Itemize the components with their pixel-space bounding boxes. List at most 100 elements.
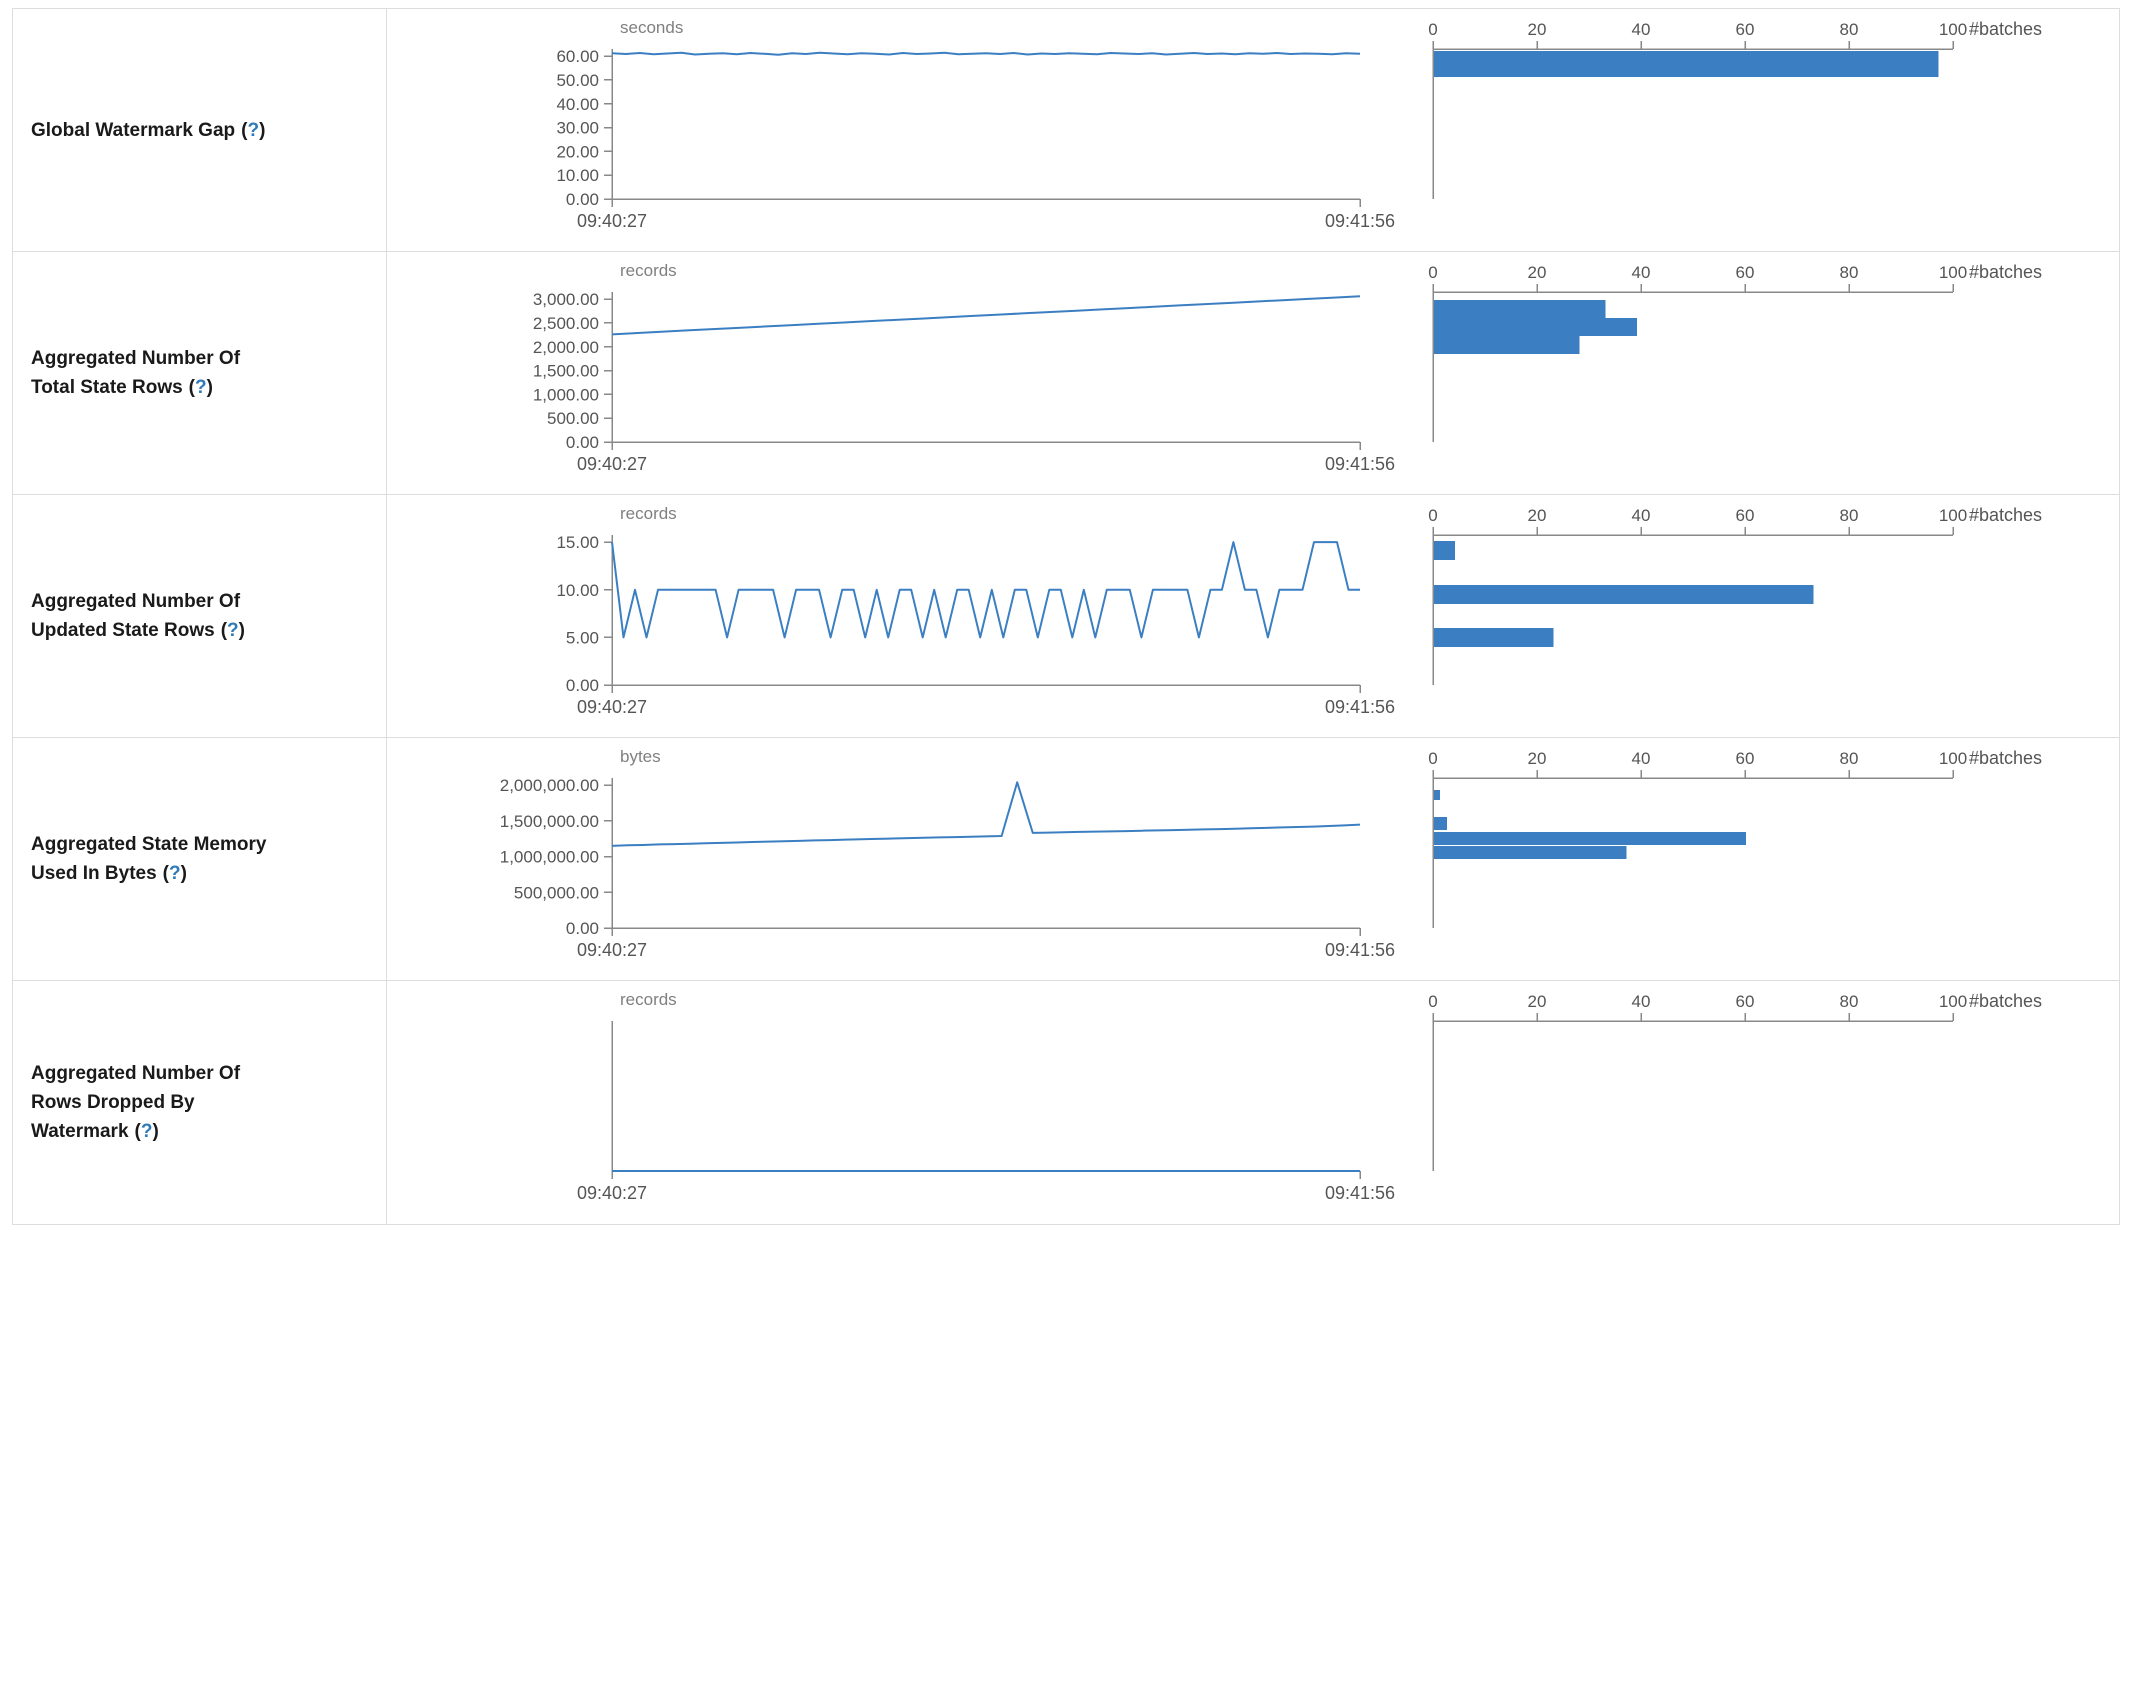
svg-text:09:40:27: 09:40:27 — [577, 454, 647, 474]
question-mark-icon: ? — [195, 377, 207, 398]
help-tooltip-link[interactable]: (?) — [134, 1121, 159, 1142]
metric-label-text: Aggregated State Memory Used In Bytes — [31, 834, 267, 884]
svg-text:80: 80 — [1840, 263, 1859, 282]
svg-text:0: 0 — [1428, 992, 1437, 1011]
svg-text:2,000.00: 2,000.00 — [533, 338, 599, 357]
question-mark-icon: ? — [168, 863, 181, 884]
svg-text:60.00: 60.00 — [556, 47, 599, 66]
svg-text:#batches: #batches — [1969, 262, 2042, 282]
svg-text:100: 100 — [1939, 263, 1967, 282]
help-tooltip-link[interactable]: (?) — [162, 863, 187, 884]
svg-text:0: 0 — [1428, 20, 1437, 39]
svg-text:09:41:56: 09:41:56 — [1325, 211, 1395, 231]
charts-cell: bytes 2,000,000.00 1,500,000.00 1,000,000.0… — [387, 738, 2119, 980]
svg-text:1,500,000.00: 1,500,000.00 — [500, 812, 599, 831]
svg-text:0.00: 0.00 — [566, 190, 599, 209]
histogram-chart: 0 20 40 60 80 100 #batches — [1428, 991, 2042, 1171]
metric-label-text: Aggregated Number Of Updated State Rows — [31, 591, 241, 641]
question-mark-icon: ? — [247, 119, 260, 141]
svg-text:#batches: #batches — [1969, 991, 2042, 1011]
timeline-chart: seconds 60.00 50.00 40.00 30.00 20.00 10.00 0.0… — [556, 18, 1395, 231]
svg-text:09:41:56: 09:41:56 — [1325, 1183, 1395, 1203]
svg-text:500,000.00: 500,000.00 — [514, 883, 599, 902]
metrics-table: Global Watermark Gap (?) seconds 60.00 50.0… — [12, 8, 2120, 1225]
svg-text:50.00: 50.00 — [556, 71, 599, 90]
timeline-chart: records 09:40:27 09:41:56 — [577, 990, 1395, 1203]
svg-text:20: 20 — [1528, 263, 1547, 282]
svg-text:60: 60 — [1736, 749, 1755, 768]
metric-label-text: Global Watermark Gap — [31, 119, 236, 141]
svg-text:40: 40 — [1632, 263, 1651, 282]
svg-text:09:40:27: 09:40:27 — [577, 211, 647, 231]
svg-text:40: 40 — [1632, 20, 1651, 39]
svg-text:100: 100 — [1939, 20, 1967, 39]
metric-label-text: Aggregated Number Of Rows Dropped By Wat… — [31, 1063, 241, 1142]
svg-text:1,000,000.00: 1,000,000.00 — [500, 848, 599, 867]
svg-text:80: 80 — [1840, 20, 1859, 39]
help-tooltip-link[interactable]: (?) — [241, 119, 266, 141]
svg-text:5.00: 5.00 — [566, 628, 599, 647]
svg-text:09:40:27: 09:40:27 — [577, 697, 647, 717]
metric-row-global-watermark-gap: Global Watermark Gap (?) seconds 60.00 50.0… — [13, 9, 2119, 252]
svg-text:40: 40 — [1632, 749, 1651, 768]
svg-text:60: 60 — [1736, 506, 1755, 525]
svg-text:40: 40 — [1632, 992, 1651, 1011]
svg-text:0.00: 0.00 — [566, 676, 599, 695]
svg-text:100: 100 — [1939, 749, 1967, 768]
svg-text:2,000,000.00: 2,000,000.00 — [500, 776, 599, 795]
metric-label-cell: Aggregated Number Of Rows Dropped By Wat… — [13, 981, 387, 1224]
svg-text:30.00: 30.00 — [556, 119, 599, 138]
help-tooltip-link[interactable]: (?) — [188, 377, 213, 398]
svg-text:09:41:56: 09:41:56 — [1325, 454, 1395, 474]
timeline-chart: records 15.00 10.00 5.00 0.00 09:40:27 09:41:5… — [556, 504, 1395, 717]
svg-text:#batches: #batches — [1969, 748, 2042, 768]
help-tooltip-link[interactable]: (?) — [220, 620, 245, 641]
svg-text:records: records — [620, 990, 677, 1009]
histogram-chart: 0 20 40 60 80 100 #batches — [1428, 505, 2042, 685]
svg-text:10.00: 10.00 — [556, 166, 599, 185]
svg-text:80: 80 — [1840, 992, 1859, 1011]
charts-cell: records 3,000.00 2,500.00 2,000.00 1,500.00 1… — [387, 252, 2119, 494]
metric-label-cell: Aggregated Number Of Total State Rows (?) — [13, 252, 387, 494]
svg-text:20: 20 — [1528, 992, 1547, 1011]
svg-text:0.00: 0.00 — [566, 919, 599, 938]
svg-text:3,000.00: 3,000.00 — [533, 290, 599, 309]
histogram-chart: 0 20 40 60 80 100 #batches — [1428, 19, 2042, 199]
svg-text:20: 20 — [1528, 20, 1547, 39]
svg-text:seconds: seconds — [620, 18, 683, 37]
svg-text:100: 100 — [1939, 992, 1967, 1011]
svg-text:09:40:27: 09:40:27 — [577, 1183, 647, 1203]
svg-text:40.00: 40.00 — [556, 95, 599, 114]
question-mark-icon: ? — [140, 1121, 153, 1142]
metric-label-text: Aggregated Number Of Total State Rows — [31, 348, 241, 398]
svg-text:20: 20 — [1528, 749, 1547, 768]
metric-label-cell: Aggregated Number Of Updated State Rows(… — [13, 495, 387, 737]
svg-text:1,500.00: 1,500.00 — [533, 362, 599, 381]
histogram-chart: 0 20 40 60 80 100 #batches — [1428, 748, 2042, 928]
svg-text:records: records — [620, 504, 677, 523]
svg-text:80: 80 — [1840, 749, 1859, 768]
svg-text:0.00: 0.00 — [566, 433, 599, 452]
metric-row-total-state-rows: Aggregated Number Of Total State Rows (?)… — [13, 252, 2119, 495]
svg-text:40: 40 — [1632, 506, 1651, 525]
svg-text:20.00: 20.00 — [556, 142, 599, 161]
histogram-chart: 0 20 40 60 80 100 #batches — [1428, 262, 2042, 442]
metric-label-cell: Global Watermark Gap (?) — [13, 9, 387, 251]
svg-text:20: 20 — [1528, 506, 1547, 525]
streaming-statistics-page: Global Watermark Gap (?) seconds 60.00 50.0… — [12, 8, 2120, 1225]
svg-text:0: 0 — [1428, 749, 1437, 768]
question-mark-icon: ? — [227, 620, 239, 641]
metric-label: Aggregated State Memory Used In Bytes (?) — [31, 830, 283, 888]
metric-row-updated-state-rows: Aggregated Number Of Updated State Rows(… — [13, 495, 2119, 738]
svg-text:0: 0 — [1428, 263, 1437, 282]
svg-text:#batches: #batches — [1969, 505, 2042, 525]
svg-text:0: 0 — [1428, 506, 1437, 525]
svg-text:10.00: 10.00 — [556, 581, 599, 600]
svg-text:60: 60 — [1736, 20, 1755, 39]
svg-text:1,000.00: 1,000.00 — [533, 385, 599, 404]
svg-text:2,500.00: 2,500.00 — [533, 314, 599, 333]
metric-label-cell: Aggregated State Memory Used In Bytes (?) — [13, 738, 387, 980]
charts-cell: records 09:40:27 09:41:56 0 20 40 60 80 100 #bat… — [387, 981, 2119, 1224]
timeline-chart: records 3,000.00 2,500.00 2,000.00 1,500.00 1… — [533, 261, 1395, 474]
svg-text:bytes: bytes — [620, 747, 661, 766]
